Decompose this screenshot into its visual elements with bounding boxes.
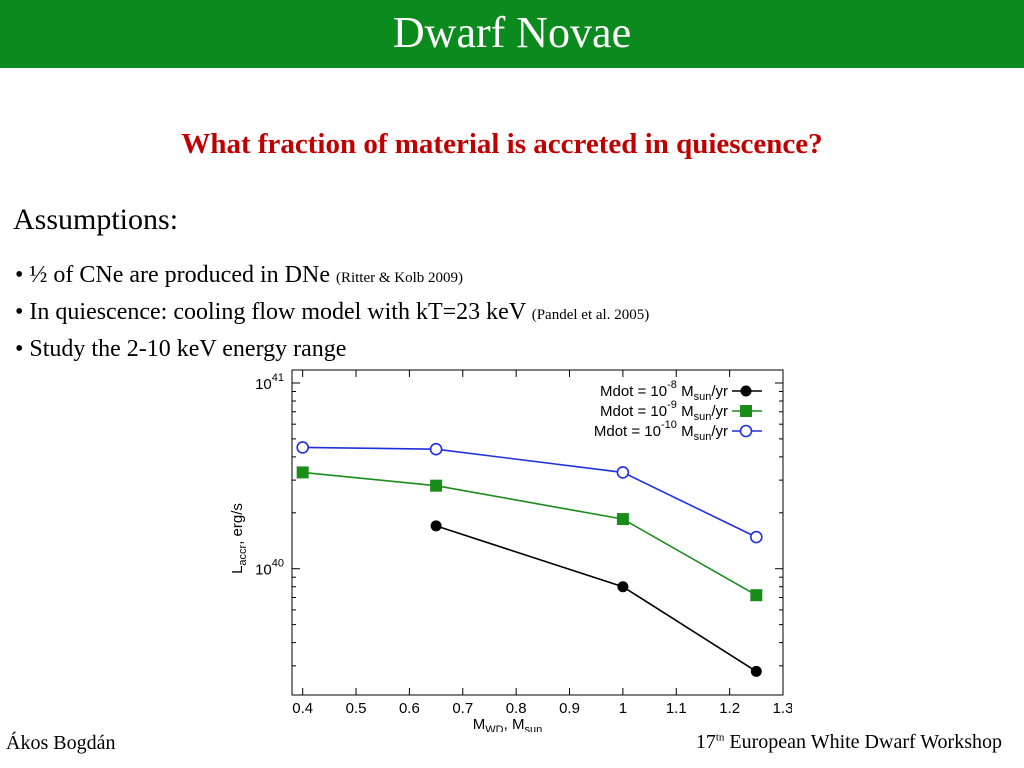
x-tick-label: 0.7 [452, 700, 473, 717]
legend-label: Mdot = 10-10 Msun/yr [594, 419, 728, 443]
data-point [296, 441, 309, 454]
chart: 0.4 0.5 0.6 0.7 0.8 0.9 1 1.1 1.2 1.3 1040 1041 MWD,… [222, 366, 792, 732]
bullet-item: • ½ of CNe are produced in DNe (Ritter &… [15, 258, 649, 295]
data-point [430, 520, 442, 532]
bullet-item: • In quiescence: cooling flow model with… [15, 295, 649, 332]
slide-title: Dwarf Novae [392, 8, 632, 57]
footer-event-suffix: tn [715, 731, 725, 744]
data-point [616, 513, 629, 526]
series-line-1 [302, 471, 757, 596]
legend-marker [740, 385, 752, 397]
data-point [750, 665, 762, 677]
bullet-text: • Study the 2-10 keV energy range [15, 336, 347, 362]
x-tick-label: 0.9 [559, 700, 580, 717]
data-point [750, 530, 763, 544]
bullet-list: • ½ of CNe are produced in DNe (Ritter &… [15, 258, 649, 369]
x-tick-label: 1.3 [773, 700, 792, 717]
x-tick-label: 0.4 [292, 700, 313, 717]
series-line-2 [302, 446, 757, 538]
data-point [616, 466, 630, 479]
x-tick-label: 0.6 [399, 700, 420, 717]
assumptions-heading: Assumptions: [13, 203, 179, 236]
x-tick-label: 1 [619, 700, 627, 717]
bullet-text: • In quiescence: cooling flow model with… [15, 299, 532, 325]
legend-marker [740, 405, 752, 417]
x-tick-label: 0.5 [346, 700, 367, 717]
bullet-citation: (Ritter & Kolb 2009) [335, 270, 464, 286]
x-tick-label: 1.2 [719, 700, 740, 717]
plot-frame [291, 369, 784, 696]
data-point [430, 479, 443, 492]
question-heading: What fraction of material is accreted in… [181, 128, 823, 160]
x-tick-label: 0.8 [506, 700, 527, 717]
y-tick-label: 1041 [255, 372, 284, 393]
bullet-item: • Study the 2-10 keV energy range [15, 332, 649, 369]
title-bar [0, 0, 1024, 68]
data-point [296, 466, 309, 479]
bullet-text: • ½ of CNe are produced in DNe [15, 262, 336, 288]
data-point [617, 581, 629, 593]
data-point [750, 589, 763, 602]
x-axis-label: MWD, Msun [473, 716, 542, 732]
data-point [429, 442, 443, 456]
legend-marker [739, 424, 753, 438]
x-tick-label: 1.1 [666, 700, 687, 717]
y-tick-label: 1040 [255, 558, 284, 579]
legend-label: Mdot = 10-9 Msun/yr [600, 399, 728, 423]
bullet-citation: (Pandel et al. 2005) [531, 307, 650, 323]
legend-label: Mdot = 10-8 Msun/yr [600, 379, 728, 403]
footer-author: Ákos Bogdán [6, 732, 116, 754]
chart-svg: 0.4 0.5 0.6 0.7 0.8 0.9 1 1.1 1.2 1.3 1040 1041 MWD,… [229, 369, 792, 732]
footer-event-name: European White Dwarf Workshop [724, 731, 1002, 753]
footer-event: 17tn European White Dwarf Workshop [696, 731, 1002, 754]
y-axis-label: Laccr, erg/s [229, 503, 249, 574]
footer-event-number: 17 [695, 731, 716, 753]
series-line-0 [435, 525, 757, 673]
